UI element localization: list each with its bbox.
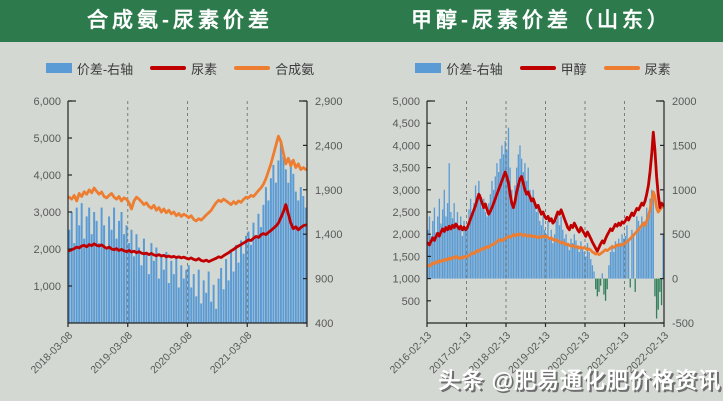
footer-strip [0, 401, 723, 408]
svg-text:3,500: 3,500 [392, 163, 420, 175]
left-chart-title: 合成氨-尿素价差 [87, 9, 273, 32]
svg-text:4,000: 4,000 [33, 170, 61, 182]
title-band: 合成氨-尿素价差 甲醇-尿素价差（山东） [0, 0, 723, 42]
legend-label: 价差-右轴 [76, 61, 134, 77]
svg-text:900: 900 [315, 274, 333, 286]
svg-text:1,500: 1,500 [392, 251, 420, 263]
svg-text:5,000: 5,000 [33, 133, 61, 145]
svg-text:2,900: 2,900 [315, 96, 343, 108]
svg-text:5,000: 5,000 [392, 96, 420, 108]
svg-text:6,000: 6,000 [33, 96, 61, 108]
svg-text:1,000: 1,000 [33, 281, 61, 293]
svg-text:1,400: 1,400 [315, 229, 343, 241]
methanol-line-swatch [519, 66, 556, 70]
legend-item-spread: 价差-右轴 [415, 59, 503, 78]
svg-text:2018-03-08: 2018-03-08 [29, 330, 76, 377]
svg-text:-500: -500 [672, 318, 694, 330]
svg-text:4,500: 4,500 [392, 118, 420, 130]
legend-label: 价差-右轴 [446, 61, 503, 77]
urea-line-swatch [150, 66, 187, 70]
legend-item-spread: 价差-右轴 [45, 59, 134, 78]
urea-line-swatch [603, 66, 640, 70]
svg-text:500: 500 [402, 296, 420, 308]
left-chart-legend: 价差-右轴 尿素 合成氨 [0, 57, 360, 79]
svg-text:2020-03-08: 2020-03-08 [148, 330, 195, 377]
svg-text:500: 500 [672, 229, 690, 241]
svg-text:2,000: 2,000 [392, 229, 420, 241]
svg-text:3,000: 3,000 [33, 207, 61, 219]
legend-label: 合成氨 [275, 61, 315, 77]
spread-bar-swatch [45, 63, 72, 73]
spread-bar-swatch [415, 63, 442, 73]
svg-text:0: 0 [672, 274, 678, 286]
svg-text:3,000: 3,000 [392, 185, 420, 197]
svg-text:1000: 1000 [672, 185, 696, 197]
legend-item-ammonia: 合成氨 [234, 59, 314, 78]
right-chart-title: 甲醇-尿素价差（山东） [411, 9, 672, 32]
legend-item-methanol: 甲醇 [519, 59, 587, 78]
svg-text:2019-03-08: 2019-03-08 [88, 330, 135, 377]
legend-label: 尿素 [191, 61, 218, 77]
ammonia-line-swatch [234, 66, 271, 70]
legend-label: 甲醇 [560, 61, 587, 77]
svg-text:1,000: 1,000 [392, 274, 420, 286]
svg-text:2,500: 2,500 [392, 207, 420, 219]
watermark: 头条 @肥易通化肥价格资讯 [438, 368, 721, 393]
svg-text:1500: 1500 [672, 140, 696, 152]
svg-text:2,000: 2,000 [33, 244, 61, 256]
svg-text:2016-02-13: 2016-02-13 [388, 330, 435, 377]
svg-text:400: 400 [315, 318, 333, 330]
svg-text:2,400: 2,400 [315, 140, 343, 152]
svg-text:4,000: 4,000 [392, 140, 420, 152]
svg-text:1,900: 1,900 [315, 185, 343, 197]
svg-text:2021-03-08: 2021-03-08 [208, 330, 255, 377]
legend-item-urea: 尿素 [603, 59, 671, 78]
legend-item-urea: 尿素 [150, 59, 217, 78]
right-chart-legend: 价差-右轴 甲醇 尿素 [363, 57, 723, 79]
svg-text:2000: 2000 [672, 96, 696, 108]
legend-label: 尿素 [644, 61, 671, 77]
